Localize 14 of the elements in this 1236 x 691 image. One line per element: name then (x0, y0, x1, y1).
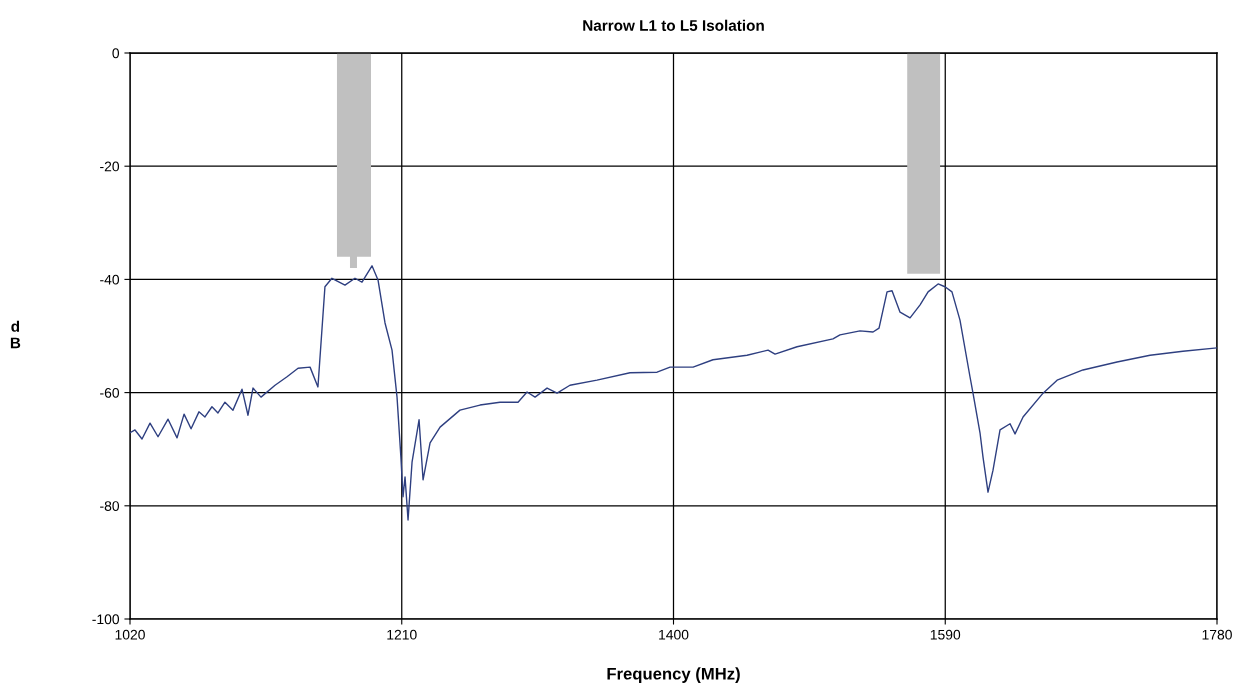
y-tick-label: 0 (112, 48, 120, 59)
y-axis-title: d B (10, 320, 21, 349)
x-tick-label: 1400 (659, 629, 689, 640)
x-axis-title: Frequency (MHz) (607, 667, 740, 683)
x-tick-label: 1210 (387, 629, 417, 640)
y-tick-label: -100 (92, 614, 120, 625)
x-tick-label: 1590 (930, 629, 961, 640)
y-tick-label: -80 (100, 501, 120, 511)
y-tick-label: -60 (100, 387, 120, 398)
x-tick-label: 1020 (115, 629, 145, 640)
x-tick-label: 1780 (1202, 629, 1232, 640)
y-tick-label: -40 (100, 274, 120, 285)
y-tick-label: -20 (100, 161, 120, 172)
chart-title: Narrow L1 to L5 Isolation (583, 19, 764, 31)
